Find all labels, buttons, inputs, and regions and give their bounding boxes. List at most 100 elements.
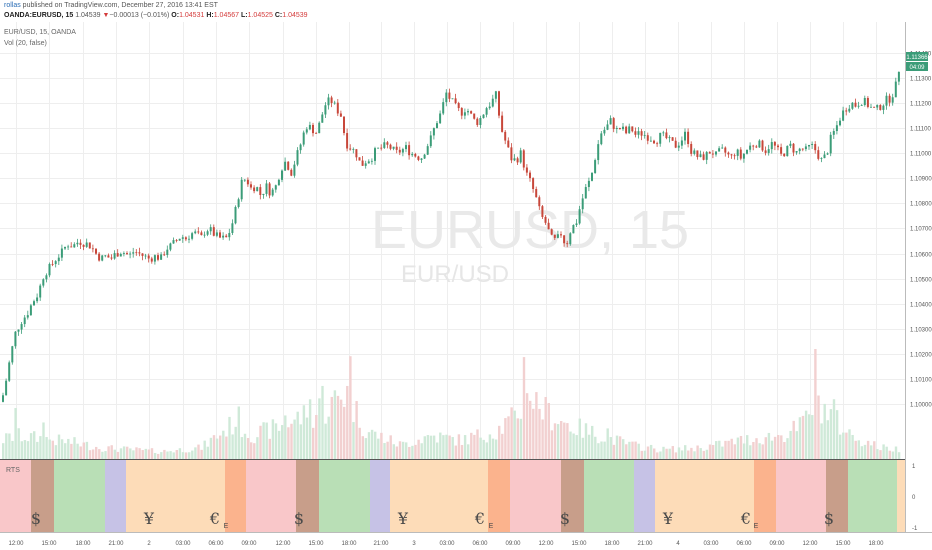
volume-bar — [854, 440, 857, 459]
candle-body — [17, 329, 20, 332]
volume-bar — [615, 435, 619, 459]
volume-bar — [417, 439, 420, 459]
volume-bar — [631, 441, 634, 459]
candle-body — [308, 124, 311, 130]
chart-canvas[interactable]: EURUSD, 15 EUR/USD $ ¥ € $ ¥ € $ ¥ € $ E E E EUR/USD… — [0, 22, 932, 550]
candle-body — [547, 222, 550, 230]
candle-body — [104, 255, 107, 257]
rts-tick-label: 0 — [912, 495, 916, 501]
volume-bar — [715, 441, 718, 459]
volume-bar — [634, 441, 637, 459]
volume-bar — [398, 441, 402, 459]
watermark: EURUSD, 15 EUR/USD — [371, 200, 689, 288]
price-tick-label: 1.10600 — [910, 253, 932, 259]
time-tick-label: 21:00 — [108, 541, 124, 547]
candle-body — [302, 132, 305, 145]
volume-bar — [141, 450, 144, 459]
volume-bar — [708, 444, 712, 459]
candle-body — [315, 133, 318, 134]
volume-bar — [271, 419, 275, 459]
time-tick-label: 15:00 — [41, 541, 57, 547]
volume-bar — [857, 440, 860, 459]
candle-body — [240, 179, 243, 200]
volume-bar — [860, 446, 864, 459]
candle-body — [733, 155, 736, 157]
candle-body — [773, 142, 776, 146]
volume-bar — [243, 433, 247, 459]
candle-body — [57, 257, 60, 262]
candle-body — [113, 253, 116, 259]
candle-body — [832, 131, 835, 135]
volume-bar — [777, 435, 780, 459]
candle-body — [587, 180, 590, 188]
candle-body — [367, 161, 370, 164]
volume-bar — [482, 439, 485, 459]
price-tick-label: 1.11300 — [910, 77, 932, 83]
candle-body — [5, 380, 8, 396]
candle-body — [8, 362, 11, 381]
volume-bar — [798, 417, 802, 459]
time-axis[interactable]: 12:00 15:00 18:00 21:00 2 03:00 06:00 09:00 12:0… — [8, 541, 884, 547]
candle-body — [575, 223, 578, 226]
volume-bar — [646, 446, 650, 459]
volume-bar — [79, 446, 82, 459]
volume-bar — [622, 439, 625, 459]
session-band — [105, 460, 126, 532]
candle-body — [370, 160, 373, 162]
price-axis[interactable]: 1.114001.113001.112001.111001.110001.109… — [910, 52, 932, 409]
volume-bar — [488, 434, 492, 459]
volume-bar — [538, 408, 541, 459]
volume-bar — [817, 395, 820, 459]
volume-bar — [501, 433, 504, 459]
volume-bar — [674, 452, 678, 459]
volume-bar — [752, 442, 755, 459]
volume-bar — [181, 452, 185, 459]
candle-body — [804, 146, 807, 150]
volume-bar — [665, 448, 668, 459]
candle-body — [770, 142, 773, 150]
candle-body — [556, 234, 559, 238]
candle-body — [166, 249, 169, 255]
candle-body — [829, 134, 832, 154]
candle-body — [631, 126, 634, 132]
volume-bar — [591, 425, 594, 459]
volume-bar — [690, 447, 693, 459]
volume-bar — [736, 437, 740, 459]
candle-body — [730, 154, 733, 156]
author-link[interactable]: rollas — [4, 2, 21, 9]
volume-bar — [842, 432, 845, 459]
volume-bar — [138, 448, 141, 459]
volume-bar — [281, 425, 284, 459]
candle-body — [70, 246, 73, 248]
volume-bar — [17, 428, 20, 459]
candle-body — [460, 108, 463, 116]
candle-body — [839, 120, 841, 126]
time-tick-label: 18:00 — [341, 541, 357, 547]
volume-bar — [48, 439, 51, 459]
volume-bar — [339, 399, 343, 459]
volume-bar — [29, 433, 33, 459]
candle-body — [395, 146, 398, 150]
volume-bar — [57, 434, 61, 459]
volume-bar — [203, 440, 206, 459]
volume-bar — [780, 435, 783, 459]
candle-body — [293, 164, 296, 176]
session-band — [634, 460, 655, 532]
volume-bar — [761, 444, 764, 459]
candle-body — [501, 115, 504, 132]
volume-bar — [609, 437, 612, 459]
volume-bar — [333, 390, 337, 459]
candle-body — [699, 154, 702, 158]
time-tick-label: 03:00 — [439, 541, 455, 547]
candle-body — [203, 234, 206, 236]
volume-bar — [507, 416, 510, 459]
volume-bar — [755, 438, 758, 459]
currency-glyph: € — [209, 509, 220, 528]
candle-body — [141, 253, 144, 256]
session-band — [510, 460, 561, 532]
volume-bar — [637, 443, 640, 459]
candle-body — [684, 131, 686, 141]
candle-body — [225, 235, 228, 238]
candle-body — [88, 242, 91, 249]
series-label: EUR/USD, 15, OANDA — [4, 29, 76, 36]
